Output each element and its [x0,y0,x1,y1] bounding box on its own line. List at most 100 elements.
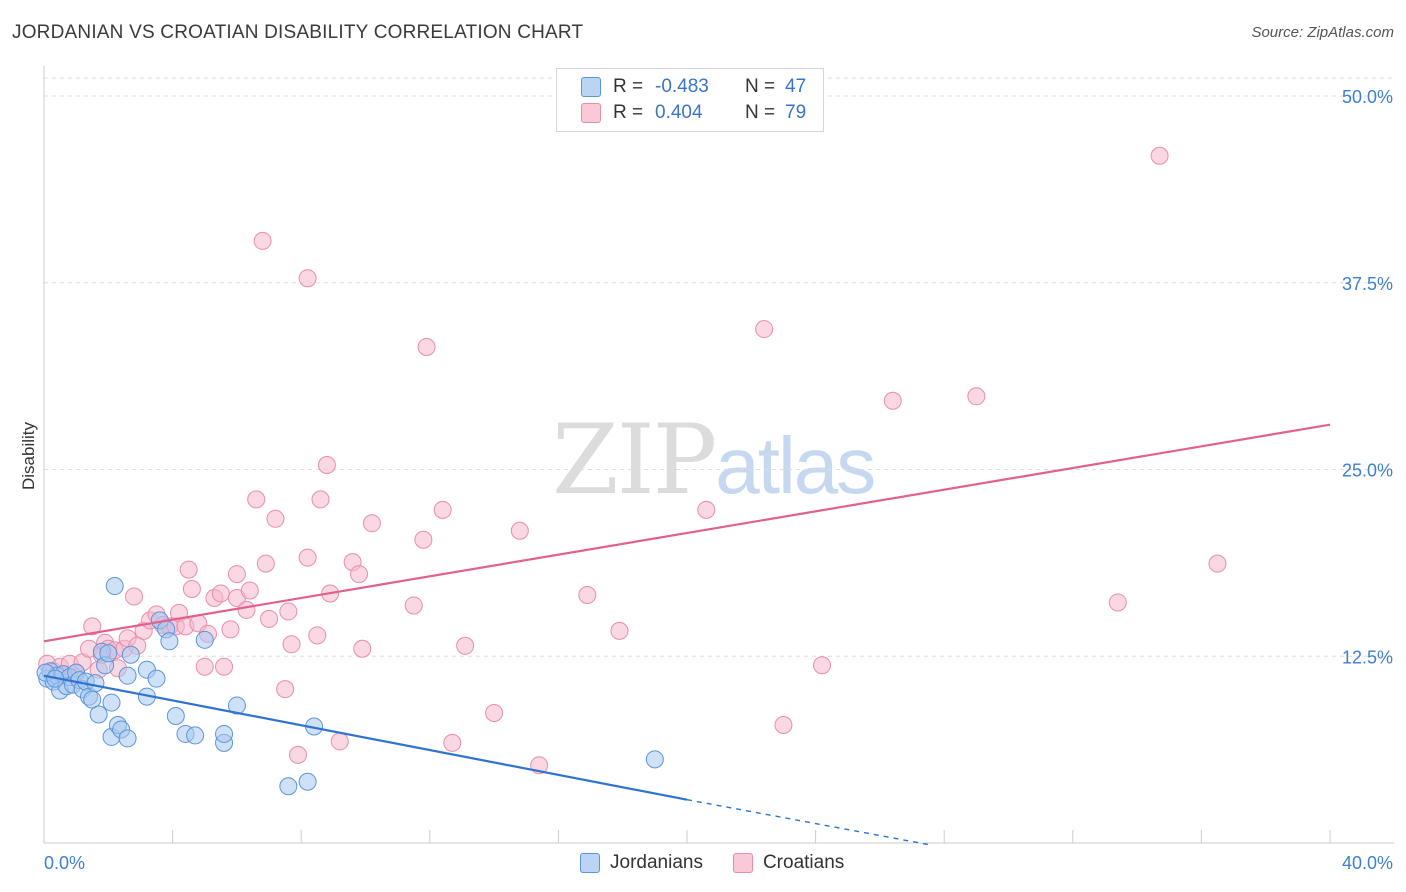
jordanians-point [118,666,137,685]
jordanians-point [121,645,140,664]
y-tick-label: 12.5% [1342,647,1393,667]
n-value: 79 [785,102,807,123]
croatians-point [813,656,832,675]
jordanians-point [102,693,121,712]
y-tick-label: 37.5% [1342,274,1393,294]
jordanians-points [36,577,664,796]
legend-row-croatians: R = 0.404 N = 79 [581,101,806,125]
n-value: 47 [785,76,807,97]
croatians-point [510,521,529,540]
croatians-point [1108,593,1127,612]
croatians-point [330,732,349,751]
jordanians-point [89,705,108,724]
legend-row-jordanians: R = -0.483 N = 47 [581,75,806,99]
jordanians-point [186,726,205,745]
croatians-point [253,231,272,250]
r-value: -0.483 [655,76,709,97]
n-label: N = [745,102,776,123]
jordanians-trend-extension [686,798,929,846]
croatians-trend-line [43,423,1331,643]
jordanians-point [227,696,246,715]
croatians-point [298,269,317,288]
croatians-point [83,617,102,636]
axes [43,66,1394,844]
jordanians-point [86,674,105,693]
croatians-point [353,639,372,658]
croatians-point [755,320,774,339]
croatians-point [308,626,327,645]
jordanians-trend-line [43,674,688,801]
y-tick-label: 25.0% [1342,461,1393,481]
croatians-point [237,600,256,619]
chart-title: JORDANIAN VS CROATIAN DISABILITY CORRELA… [12,22,584,43]
source-label: Source: ZipAtlas.com [1251,24,1394,41]
r-label: R = [613,102,644,123]
jordanians-swatch [581,77,601,97]
croatians-point [125,587,144,606]
x-tick-label: 0.0% [44,853,85,873]
y-tick-label: 50.0% [1342,87,1393,107]
grid-lines [44,77,1394,657]
croatians-point [182,580,201,599]
jordanians-point [83,690,102,709]
croatians-points [38,146,1227,775]
croatians-point [211,584,230,603]
r-label: R = [613,76,644,97]
croatians-point [1208,554,1227,573]
croatians-point [288,745,307,764]
tick-labels: 12.5% 25.0% 37.5% 50.0% 0.0% 40.0% [44,87,1393,873]
croatians-point [456,636,475,655]
croatians-point [610,621,629,640]
croatians-point [279,602,298,621]
croatians-point [883,391,902,410]
croatians-point [240,581,259,600]
croatians-point [282,635,301,654]
croatians-point [256,554,275,573]
jordanians-point [118,729,137,748]
croatians-point [774,715,793,734]
jordanians-point [195,630,214,649]
jordanians-point [160,632,179,651]
legend-item-jordanians[interactable]: Jordanians [580,852,703,874]
croatians-point [215,657,234,676]
jordanians-point [99,644,118,663]
croatians-point [227,565,246,584]
croatians-point [433,500,452,519]
croatians-legend-swatch [732,853,753,873]
correlation-legend: R = -0.483 N = 47 R = 0.404 N = 79 [556,68,824,132]
croatians-swatch [581,103,601,123]
croatians-point [485,704,504,723]
trend-lines [43,423,1331,846]
croatians-point [317,456,336,475]
y-axis-label: Disability [19,421,38,490]
jordanians-legend-swatch [580,853,600,873]
croatians-point [179,560,198,579]
croatians-point [1150,146,1169,165]
croatians-point [276,680,295,699]
croatians-point [697,500,716,519]
croatians-point [247,490,266,509]
series-legend: Jordanians Croatians [580,852,874,874]
croatians-point [443,733,462,752]
legend-item-croatians[interactable]: Croatians [732,852,845,874]
croatians-point [967,387,986,406]
croatians-point [195,657,214,676]
n-label: N = [745,76,776,97]
jordanians-point [147,669,166,688]
jordanians-point [645,750,664,769]
croatians-point [417,337,436,356]
croatians-point [260,609,279,628]
legend-label-croatians: Croatians [762,852,845,873]
jordanians-point [105,577,124,596]
croatians-point [298,548,317,567]
x-tick-label: 40.0% [1342,853,1393,873]
watermark: ZIPatlas [552,404,876,516]
croatians-point [362,514,381,533]
croatians-point [221,620,240,639]
croatians-point [404,596,423,615]
jordanians-point [215,724,234,743]
watermark-zip: ZIP [552,404,717,516]
croatians-point [266,509,285,528]
jordanians-point [279,777,298,796]
